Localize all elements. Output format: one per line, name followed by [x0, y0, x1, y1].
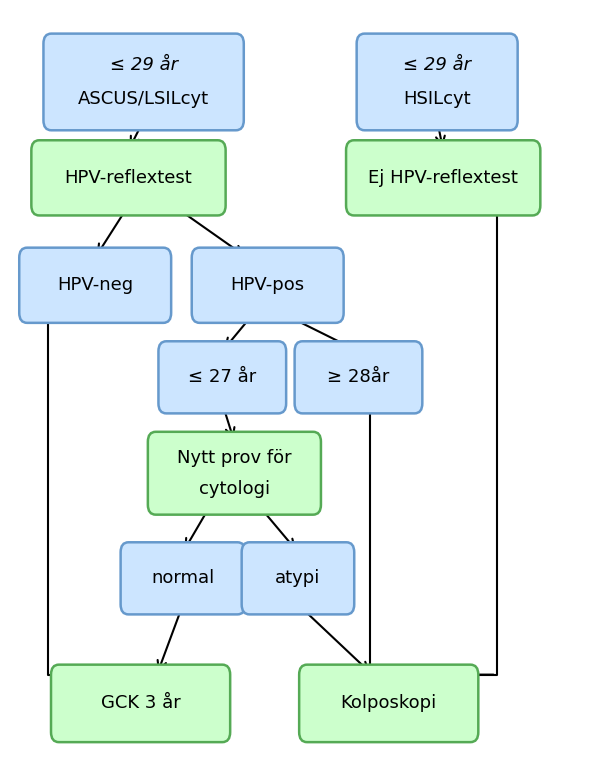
FancyBboxPatch shape	[159, 341, 286, 413]
Text: Kolposkopi: Kolposkopi	[340, 695, 437, 712]
Text: Ej HPV-reflextest: Ej HPV-reflextest	[368, 169, 518, 187]
FancyBboxPatch shape	[120, 542, 245, 614]
Text: atypi: atypi	[275, 569, 320, 588]
Text: ASCUS/LSILcyt: ASCUS/LSILcyt	[78, 90, 209, 108]
FancyBboxPatch shape	[43, 34, 244, 130]
FancyBboxPatch shape	[51, 665, 230, 742]
FancyBboxPatch shape	[241, 542, 354, 614]
Text: ≤ 27 år: ≤ 27 år	[188, 368, 257, 387]
Text: GCK 3 år: GCK 3 år	[101, 695, 181, 712]
Text: ≥ 28år: ≥ 28år	[327, 368, 390, 387]
Text: HPV-reflextest: HPV-reflextest	[64, 169, 192, 187]
Text: ≤ 29 år: ≤ 29 år	[109, 56, 178, 74]
FancyBboxPatch shape	[192, 248, 344, 323]
FancyBboxPatch shape	[299, 665, 478, 742]
Text: ≤ 29 år: ≤ 29 år	[403, 56, 471, 74]
Text: HSILcyt: HSILcyt	[403, 90, 471, 108]
FancyBboxPatch shape	[148, 432, 321, 514]
Text: HPV-pos: HPV-pos	[230, 276, 305, 294]
Text: Nytt prov för: Nytt prov för	[177, 449, 292, 467]
Text: normal: normal	[151, 569, 215, 588]
FancyBboxPatch shape	[295, 341, 423, 413]
Text: cytologi: cytologi	[199, 480, 270, 497]
FancyBboxPatch shape	[346, 140, 541, 216]
FancyBboxPatch shape	[32, 140, 226, 216]
Text: HPV-neg: HPV-neg	[57, 276, 133, 294]
FancyBboxPatch shape	[357, 34, 517, 130]
FancyBboxPatch shape	[19, 248, 171, 323]
